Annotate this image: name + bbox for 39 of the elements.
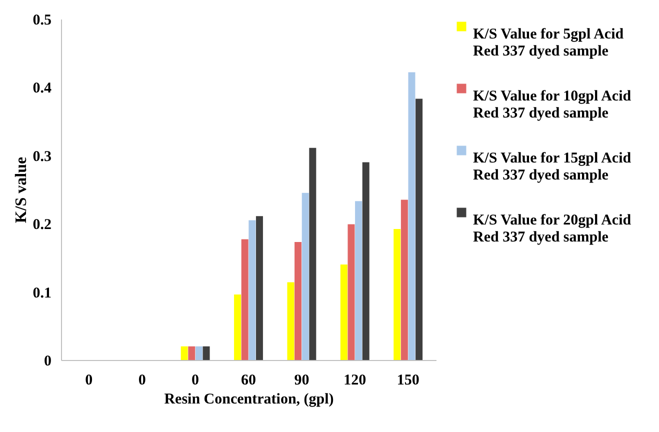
bar [400,200,408,360]
legend-label: K/S Value for 20gpl Acid Red 337 dyed sample [473,212,632,246]
bar [241,239,248,360]
x-tick-label: 0 [85,372,93,388]
bar [202,346,210,360]
x-tick-label: 120 [344,372,366,388]
x-tick-label: 0 [192,372,200,388]
bar [416,98,423,360]
x-tick-label: 90 [294,372,310,388]
bar [302,192,309,360]
legend-label: K/S Value for 15gpl Acid Red 337 dyed sample [473,150,632,184]
legend-label: K/S Value for 10gpl Acid Red 337 dyed sample [473,88,632,122]
bar [340,264,348,360]
bar [362,162,370,360]
y-tick-label: 0.1 [32,285,52,302]
bar [287,282,294,360]
bar [408,72,416,360]
y-axis-title: K/S value [12,156,30,224]
bar [256,216,263,360]
bar [234,294,242,360]
bar [394,229,401,360]
y-tick-label: 0.5 [32,12,52,28]
y-tick-label: 0.3 [32,148,52,165]
bar [309,148,316,360]
x-tick-label: 150 [396,372,420,388]
x-tick-label: 60 [241,372,256,388]
legend-label: K/S Value for 5gpl Acid Red 337 dyed sample [473,26,624,60]
bar [188,346,196,360]
bar [180,346,188,360]
bar [294,242,302,360]
x-axis-title: Resin Concentration, (gpl) [164,392,334,408]
x-tick-label: 0 [138,372,146,388]
bar [348,224,355,360]
y-tick-label: 0 [44,354,52,370]
y-tick-label: 0.2 [32,217,52,234]
bar [248,220,256,360]
bar [355,201,362,360]
y-tick-label: 0.4 [32,80,52,97]
bar [195,346,202,360]
